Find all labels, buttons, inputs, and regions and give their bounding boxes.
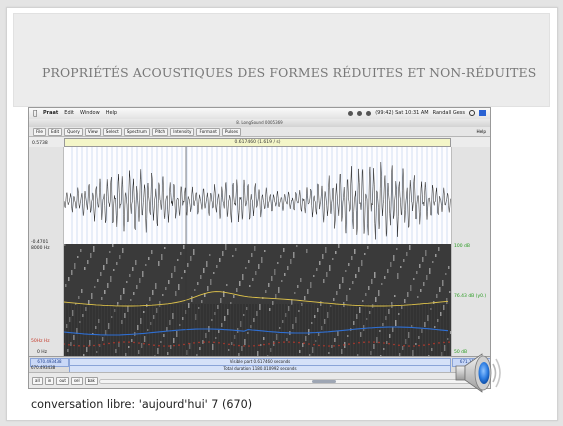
spotlight-icon[interactable] xyxy=(469,110,475,116)
toolbar-edit[interactable]: Edit xyxy=(48,127,63,136)
toolbar-pulses[interactable]: Pulses xyxy=(221,127,242,136)
left-axis-column: 0.5738 -0.4701 8000 Hz 50Hz Hz 0 Hz xyxy=(29,141,64,372)
amp-min-label: -0.4701 xyxy=(31,240,49,245)
menu-extra-icon[interactable] xyxy=(479,110,486,116)
zoom-in-button[interactable]: in xyxy=(44,377,55,385)
editor-toolbar: File Edit Query View Select Spectrum Pit… xyxy=(29,127,490,137)
menu-window[interactable]: Window xyxy=(79,110,100,116)
menu-items: Praat Edit Window Help xyxy=(43,110,117,116)
waveform-svg xyxy=(63,147,451,244)
waveform-panel[interactable] xyxy=(63,147,451,244)
menu-help[interactable]: Help xyxy=(105,110,118,116)
toolbar-help[interactable]: Help xyxy=(476,129,486,134)
toolbar-pitch[interactable]: Pitch xyxy=(152,127,169,136)
menu-edit[interactable]: Edit xyxy=(64,110,74,116)
right-axis-column: 100 dB 76.43 dB (y0.) 50 dB xyxy=(451,147,490,372)
amp-max-label: 0.5738 xyxy=(32,141,48,146)
zoom-all-button[interactable]: all xyxy=(32,377,43,385)
horizontal-scrollbar[interactable] xyxy=(99,379,479,384)
slide-title: PROPRIÉTÉS ACOUSTIQUES DES FORMES RÉDUIT… xyxy=(42,65,537,80)
scrollbar-thumb[interactable] xyxy=(312,380,336,383)
status-icon[interactable] xyxy=(348,110,354,116)
freq-min-label: 0 Hz xyxy=(37,350,48,355)
pitch-min-label: 50Hz Hz xyxy=(31,339,50,344)
spectrogram-panel[interactable] xyxy=(63,244,452,361)
zoom-out-button[interactable]: out xyxy=(56,377,69,385)
navigation-bar: all in out sel bak xyxy=(29,372,490,388)
speaker-graphic xyxy=(455,353,501,393)
speaker-icon[interactable] xyxy=(452,350,504,396)
time-bar: 670.493438 Visible part 0.617460 seconds… xyxy=(29,356,490,374)
zoom-buttons: all in out sel bak xyxy=(32,377,98,385)
time-start-secondary: 670.493438 xyxy=(31,365,56,370)
db-mid-label: 76.43 dB (y0.) xyxy=(454,294,487,299)
zoom-sel-button[interactable]: sel xyxy=(70,377,83,385)
menu-praat[interactable]: Praat xyxy=(43,110,59,116)
selection-duration-bar[interactable]: 0.617460 (1.619 / s) xyxy=(64,138,451,147)
toolbar-query[interactable]: Query xyxy=(64,127,83,136)
volume-icon[interactable] xyxy=(366,110,372,116)
zoom-back-button[interactable]: bak xyxy=(84,377,98,385)
toolbar-file[interactable]: File xyxy=(33,127,47,136)
toolbar-spectrum[interactable]: Spectrum xyxy=(123,127,151,136)
toolbar-intensity[interactable]: Intensity xyxy=(170,127,195,136)
user-name[interactable]: Randall Gess xyxy=(432,110,465,116)
wifi-icon[interactable] xyxy=(357,110,363,116)
praat-screenshot:  Praat Edit Window Help (99:42) Sat 10:… xyxy=(28,107,491,389)
slide-caption: conversation libre: 'aujourd'hui' 7 (670… xyxy=(31,398,253,411)
menubar-status: (99:42) Sat 10:31 AM Randall Gess xyxy=(348,110,486,116)
spectrogram-svg xyxy=(63,244,452,361)
db-bottom-label: 50 dB xyxy=(454,350,468,355)
title-banner: PROPRIÉTÉS ACOUSTIQUES DES FORMES RÉDUIT… xyxy=(13,13,550,107)
clock-text[interactable]: (99:42) Sat 10:31 AM xyxy=(375,110,429,116)
time-start[interactable]: 670.493438 xyxy=(30,358,69,367)
apple-icon[interactable]:  xyxy=(33,109,37,117)
db-top-label: 100 dB xyxy=(454,244,470,249)
freq-max-label: 8000 Hz xyxy=(31,246,50,251)
toolbar-view[interactable]: View xyxy=(84,127,101,136)
toolbar-formant[interactable]: Formant xyxy=(196,127,220,136)
toolbar-select[interactable]: Select xyxy=(102,127,122,136)
